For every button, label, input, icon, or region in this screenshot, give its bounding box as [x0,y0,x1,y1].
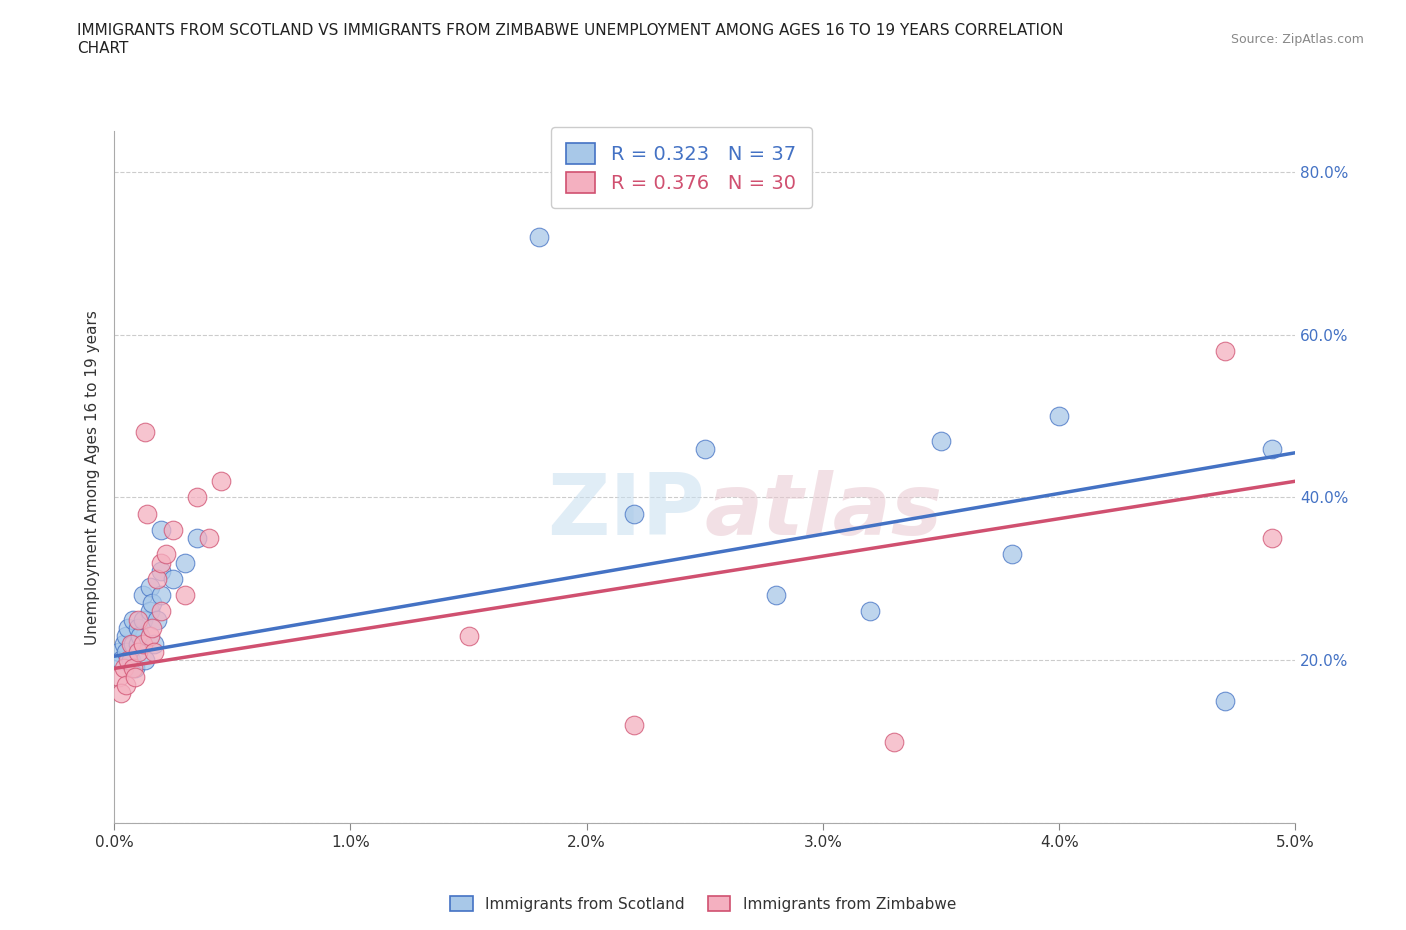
Point [1261,441,1284,456]
Point [174,555,197,570]
Point [124,661,146,676]
Legend: Immigrants from Scotland, Immigrants from Zimbabwe: Immigrants from Scotland, Immigrants fro… [444,889,962,918]
Point [122,661,145,676]
Point [127,620,149,635]
Point [693,441,716,456]
Point [138,579,160,594]
Y-axis label: Unemployment Among Ages 16 to 19 years: Unemployment Among Ages 16 to 19 years [86,310,100,644]
Point [859,604,882,618]
Point [623,506,645,521]
Point [1261,531,1284,546]
Point [162,571,184,586]
Text: IMMIGRANTS FROM SCOTLAND VS IMMIGRANTS FROM ZIMBABWE UNEMPLOYMENT AMONG AGES 16 : IMMIGRANTS FROM SCOTLAND VS IMMIGRANTS F… [77,23,1064,56]
Point [1047,408,1070,423]
Point [1001,547,1024,562]
Point [529,230,551,245]
Point [122,636,145,651]
Point [134,425,156,440]
Point [134,653,156,668]
Point [131,636,153,651]
Point [186,490,208,505]
Point [174,588,197,603]
Point [150,604,173,618]
Legend: R = 0.323   N = 37, R = 0.376   N = 30: R = 0.323 N = 37, R = 0.376 N = 30 [551,127,811,208]
Point [143,644,166,659]
Point [150,555,173,570]
Point [1213,343,1236,358]
Point [110,653,132,668]
Point [127,612,149,627]
Point [209,473,232,488]
Point [127,644,149,659]
Point [197,531,219,546]
Point [623,718,645,733]
Point [117,620,139,635]
Point [115,629,138,644]
Point [122,612,145,627]
Point [765,588,787,603]
Point [110,685,132,700]
Point [186,531,208,546]
Point [131,588,153,603]
Point [1213,694,1236,709]
Point [124,670,146,684]
Point [141,620,163,635]
Point [112,661,135,676]
Point [138,604,160,618]
Point [150,564,173,578]
Point [117,653,139,668]
Point [108,670,131,684]
Point [457,629,479,644]
Point [929,433,952,448]
Point [120,636,142,651]
Point [150,588,173,603]
Point [145,612,167,627]
Point [115,644,138,659]
Point [115,677,138,692]
Point [131,612,153,627]
Point [141,596,163,611]
Point [883,735,905,750]
Point [138,629,160,644]
Text: ZIP: ZIP [547,471,704,553]
Point [143,636,166,651]
Point [150,523,173,538]
Point [145,571,167,586]
Point [136,506,159,521]
Text: Source: ZipAtlas.com: Source: ZipAtlas.com [1230,33,1364,46]
Point [112,636,135,651]
Point [127,636,149,651]
Point [120,653,142,668]
Point [162,523,184,538]
Text: atlas: atlas [704,471,943,553]
Point [108,644,131,659]
Point [129,629,152,644]
Point [155,547,177,562]
